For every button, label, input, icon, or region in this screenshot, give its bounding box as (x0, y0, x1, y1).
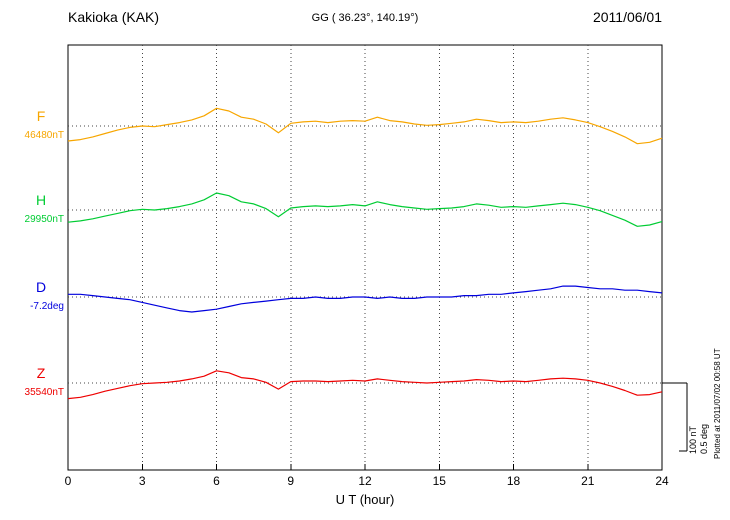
series-baseline-F: 46480nT (24, 130, 64, 141)
scale-bar-deg-label: 0.5 deg (699, 423, 709, 454)
trace-H (67, 192, 663, 227)
series-letter-D: D (35, 279, 47, 295)
x-tick-label: 0 (64, 474, 72, 488)
series-letter-F: F (36, 108, 46, 124)
plot-date: 2011/06/01 (592, 9, 662, 25)
x-tick-label: 21 (581, 474, 595, 488)
series-letter-H: H (35, 192, 47, 208)
x-tick-label: 12 (358, 474, 372, 488)
x-tick-label: 18 (506, 474, 521, 488)
x-axis-label: U T (hour) (335, 492, 395, 507)
trace-D (68, 285, 663, 313)
x-tick-label: 9 (287, 474, 295, 488)
trace-Z (67, 370, 663, 400)
series-letter-Z: Z (36, 365, 46, 381)
x-tick-label: 6 (213, 474, 220, 488)
station-coordinates: GG ( 36.23°, 140.19°) (311, 12, 419, 24)
plotted-at-note: Plotted at 2011/07/02 00:58 UT (713, 348, 722, 459)
x-tick-label: 3 (138, 474, 146, 488)
scale-bar-nt-label: 100 nT (688, 425, 698, 454)
series-baseline-Z: 35540nT (24, 387, 64, 398)
series-baseline-D: -7.2deg (30, 301, 64, 312)
station-title: Kakioka (KAK) (68, 9, 160, 25)
trace-F (67, 107, 663, 145)
x-tick-label: 24 (655, 474, 669, 488)
series-baseline-H: 29950nT (24, 214, 64, 225)
x-tick-label: 15 (432, 474, 446, 488)
